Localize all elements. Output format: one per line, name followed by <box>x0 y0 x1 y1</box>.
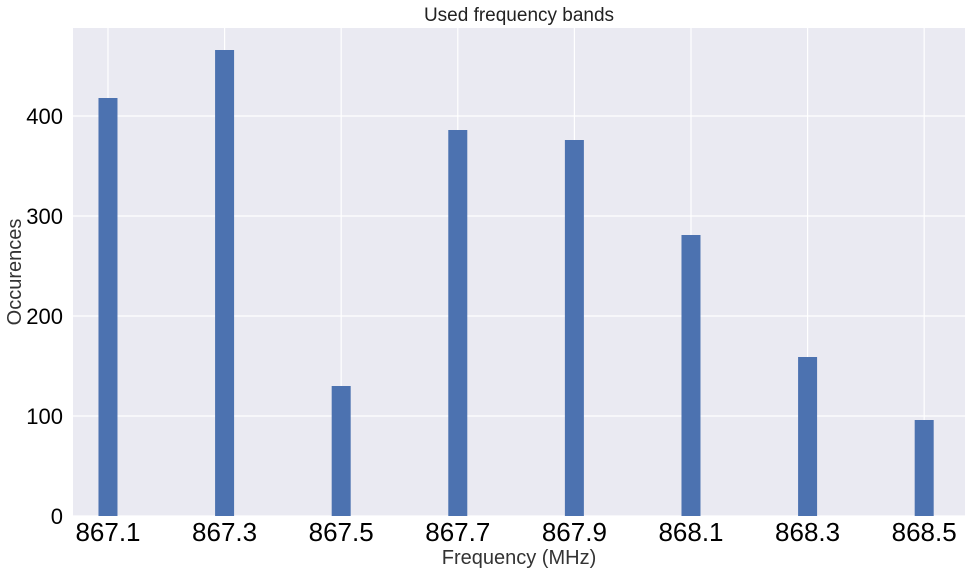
plot-area <box>73 28 965 516</box>
x-tick-label: 868.5 <box>892 517 957 547</box>
x-tick-labels: 867.1 867.3 867.5 867.7 867.9 868.1 868.3 868.5 <box>75 517 956 547</box>
x-tick-label: 867.3 <box>192 517 257 547</box>
bar <box>798 357 818 516</box>
bar <box>448 130 468 516</box>
y-axis-title: Occurences <box>4 219 26 326</box>
y-tick-label: 400 <box>26 104 63 129</box>
y-tick-labels: 0 100 200 300 400 <box>26 104 63 529</box>
x-tick-label: 867.7 <box>425 517 490 547</box>
chart-title: Used frequency bands <box>424 5 614 26</box>
x-tick-label: 867.5 <box>309 517 374 547</box>
y-tick-label: 300 <box>26 204 63 229</box>
x-tick-label: 867.9 <box>542 517 607 547</box>
y-tick-label: 200 <box>26 304 63 329</box>
y-tick-label: 100 <box>26 404 63 429</box>
bar <box>331 386 351 516</box>
bar-layer <box>98 50 934 516</box>
x-tick-label: 868.3 <box>775 517 840 547</box>
y-tick-label: 0 <box>51 504 63 529</box>
bar <box>914 420 934 516</box>
x-axis-title: Frequency (MHz) <box>442 547 596 569</box>
bar <box>564 140 584 516</box>
bar <box>98 98 118 516</box>
x-tick-label: 867.1 <box>75 517 140 547</box>
x-tick-label: 868.1 <box>658 517 723 547</box>
bar <box>681 235 701 516</box>
bar <box>215 50 235 516</box>
